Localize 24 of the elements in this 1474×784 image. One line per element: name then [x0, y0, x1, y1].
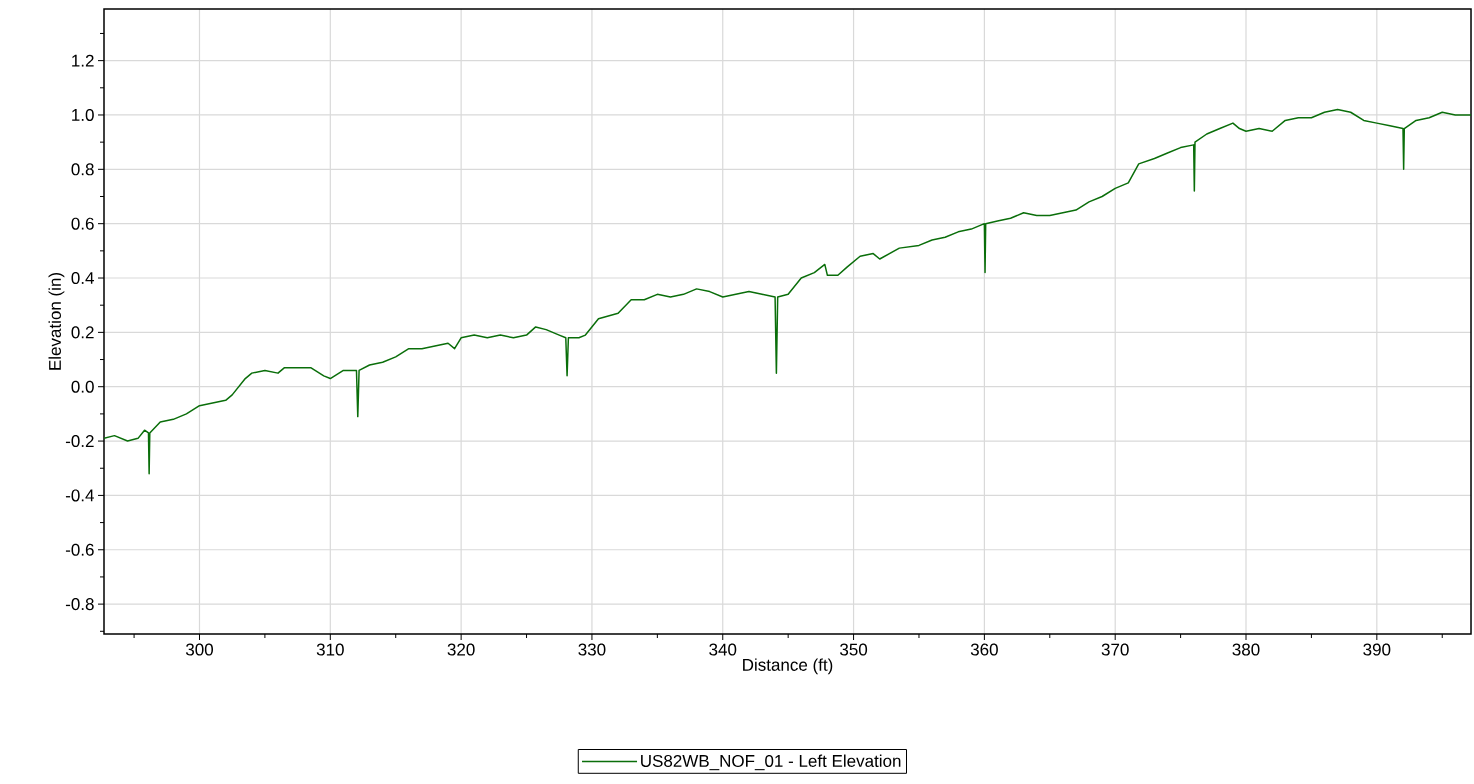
y-tick-label: 0.2 — [71, 326, 94, 339]
x-tick-label: 380 — [1232, 643, 1260, 656]
legend-label: US82WB_NOF_01 - Left Elevation — [641, 754, 901, 771]
x-tick-label: 350 — [840, 643, 868, 656]
y-tick-label: 0.4 — [71, 272, 94, 285]
x-axis-title: Distance (ft) — [743, 658, 833, 675]
y-tick-label: -0.8 — [65, 598, 94, 611]
x-tick-label: 300 — [185, 643, 214, 656]
x-tick-label: 390 — [1363, 643, 1391, 656]
y-axis-title: Elevation (in) — [48, 272, 65, 370]
y-tick-label: 1.2 — [72, 54, 94, 67]
y-tick-label: -0.2 — [65, 435, 94, 448]
y-tick-label: 1.0 — [72, 108, 94, 121]
y-tick-label: 0.6 — [71, 217, 94, 230]
x-tick-label: 330 — [578, 643, 606, 656]
y-tick-label: 0.8 — [71, 163, 94, 176]
y-tick-label: -0.6 — [65, 543, 94, 556]
x-tick-label: 340 — [709, 643, 737, 656]
y-tick-label: 0.0 — [71, 380, 94, 393]
x-tick-label: 370 — [1101, 643, 1129, 656]
x-tick-label: 320 — [447, 643, 475, 656]
y-tick-label: -0.4 — [65, 489, 94, 502]
x-tick-label: 310 — [316, 643, 344, 656]
x-tick-label: 360 — [970, 643, 998, 656]
